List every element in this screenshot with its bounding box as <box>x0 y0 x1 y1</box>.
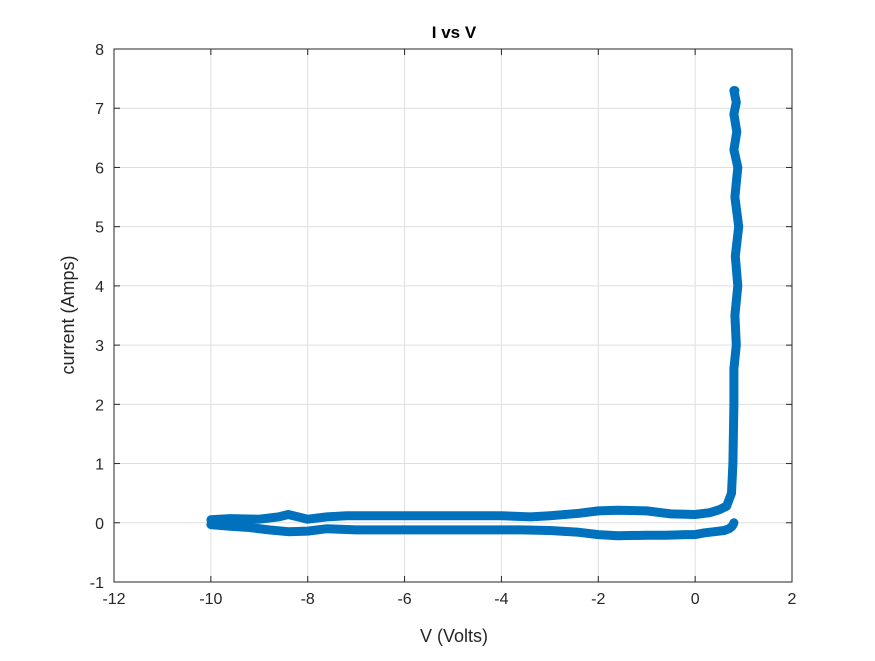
y-tick-label: 2 <box>95 397 104 414</box>
y-tick-label: 1 <box>95 457 104 474</box>
y-axis-label: current (Amps) <box>58 255 78 374</box>
y-tick-label: 0 <box>95 516 104 533</box>
x-tick-label: -12 <box>102 591 125 608</box>
x-tick-label: -8 <box>301 591 315 608</box>
data-layer <box>206 86 744 541</box>
y-tick-label: 4 <box>95 279 104 296</box>
y-tick-label: 8 <box>95 42 104 59</box>
y-tick-label: 3 <box>95 338 104 355</box>
x-tick-label: -2 <box>591 591 605 608</box>
series-line-1 <box>206 86 744 525</box>
plot-area <box>114 49 792 582</box>
x-axis-label: V (Volts) <box>420 626 488 646</box>
x-tick-label: -6 <box>397 591 411 608</box>
y-tick-label: 6 <box>95 160 104 177</box>
y-tick-label: 5 <box>95 220 104 237</box>
series-line-2 <box>206 518 739 541</box>
x-tick-label: 0 <box>691 591 700 608</box>
axes-box <box>113 48 793 583</box>
x-tick-label: 2 <box>788 591 797 608</box>
y-tick-label: -1 <box>90 575 104 592</box>
axes <box>113 48 793 583</box>
x-tick-label: -4 <box>494 591 508 608</box>
y-tick-label: 7 <box>95 101 104 118</box>
x-tick-label: -10 <box>199 591 222 608</box>
chart-title: I vs V <box>432 23 477 42</box>
